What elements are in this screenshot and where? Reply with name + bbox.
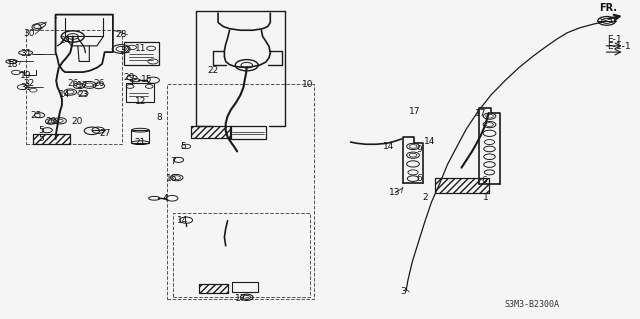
Text: 29: 29: [123, 73, 134, 82]
Bar: [124, 42, 159, 65]
Bar: [435, 178, 489, 193]
Bar: [131, 130, 149, 143]
Bar: [33, 134, 70, 144]
Bar: [230, 126, 266, 139]
Text: 5: 5: [38, 126, 44, 135]
Text: 31: 31: [20, 83, 31, 92]
Bar: [191, 126, 231, 138]
Text: 7: 7: [171, 157, 176, 166]
Text: 14: 14: [60, 90, 71, 100]
Text: 2: 2: [422, 193, 428, 202]
Text: 14: 14: [424, 137, 435, 146]
Text: 23: 23: [77, 90, 89, 100]
Text: E-1: E-1: [607, 35, 621, 44]
Text: 3: 3: [400, 287, 406, 296]
Bar: [167, 84, 314, 300]
Bar: [191, 126, 231, 138]
Text: 9: 9: [416, 145, 422, 154]
Text: 15: 15: [141, 75, 152, 84]
Bar: [33, 134, 70, 144]
Text: 30: 30: [23, 29, 35, 39]
Text: 6: 6: [481, 176, 487, 185]
Text: 10: 10: [301, 80, 313, 89]
Text: 5: 5: [38, 134, 44, 144]
Text: 22: 22: [207, 66, 219, 75]
Text: 32: 32: [119, 46, 131, 55]
Text: 17: 17: [235, 294, 246, 303]
Text: 11: 11: [134, 44, 146, 53]
Text: 17: 17: [475, 108, 486, 117]
Text: S3M3-B2300A: S3M3-B2300A: [505, 300, 560, 309]
Text: 20: 20: [45, 117, 57, 126]
Bar: [199, 284, 228, 293]
Text: 4: 4: [163, 194, 168, 203]
Text: 13: 13: [390, 188, 401, 197]
Text: 5: 5: [180, 142, 186, 151]
Text: 16: 16: [166, 174, 178, 183]
Text: 20: 20: [71, 117, 83, 126]
Bar: [173, 213, 310, 297]
Text: 26: 26: [94, 79, 105, 88]
Text: 17: 17: [77, 81, 89, 90]
Text: 14: 14: [383, 142, 394, 151]
Bar: [435, 178, 489, 193]
Text: 28: 28: [115, 30, 127, 39]
Text: 1: 1: [483, 193, 488, 202]
Text: 21: 21: [134, 137, 146, 146]
Bar: [199, 284, 228, 293]
Bar: [232, 282, 257, 292]
Bar: [125, 83, 154, 102]
Text: 8: 8: [157, 113, 163, 122]
Text: 18: 18: [7, 60, 19, 69]
Text: 19: 19: [20, 71, 31, 80]
Text: 25: 25: [31, 111, 42, 120]
Text: 26: 26: [67, 79, 79, 88]
Bar: [26, 30, 122, 144]
Text: 27: 27: [99, 129, 110, 138]
Text: FR.: FR.: [599, 3, 617, 13]
Text: E-1-1: E-1-1: [607, 41, 630, 50]
Text: 24: 24: [60, 36, 71, 45]
Text: 31: 31: [20, 49, 31, 58]
Text: 14: 14: [177, 216, 189, 225]
Text: 6: 6: [416, 174, 422, 183]
Text: 22: 22: [24, 79, 35, 88]
Text: 17: 17: [408, 107, 420, 116]
Text: 12: 12: [134, 97, 146, 106]
